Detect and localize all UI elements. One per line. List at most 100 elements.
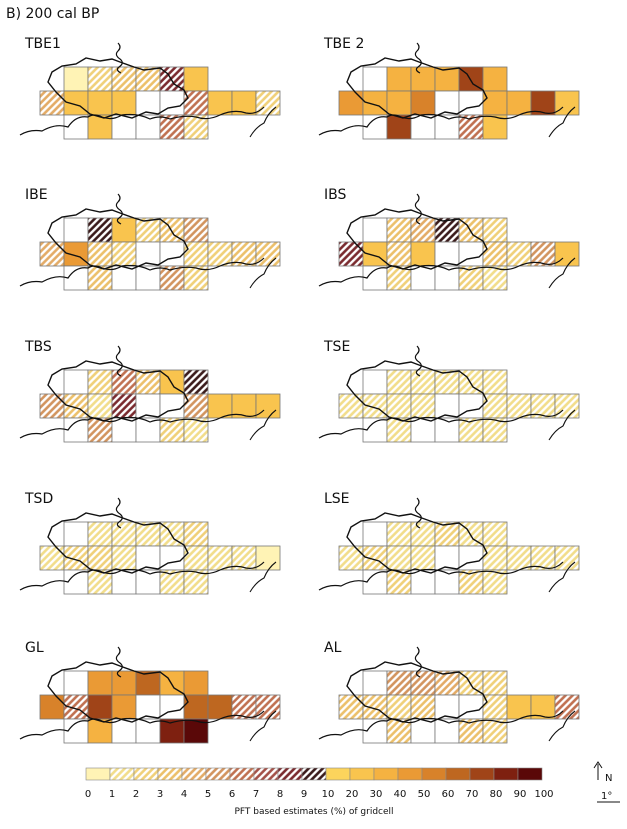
grid-cell — [135, 670, 161, 696]
grid-cell — [434, 694, 460, 720]
grid-cell — [506, 545, 532, 571]
grid-cell — [39, 393, 65, 419]
country-border — [346, 512, 488, 574]
river-north — [115, 646, 123, 678]
grid-cell — [362, 670, 388, 696]
grid-cell — [482, 670, 508, 696]
river-north — [414, 345, 422, 377]
grid-cell — [111, 265, 137, 291]
grid-cell — [135, 417, 161, 443]
grid-cell — [135, 114, 161, 140]
country-border — [346, 57, 488, 119]
grid-cell — [434, 90, 460, 116]
grid-cell — [434, 241, 460, 267]
legend-swatch — [205, 767, 231, 781]
legend-swatch — [301, 767, 327, 781]
grid-cell — [458, 545, 484, 571]
legend-tick-label: 2 — [133, 789, 139, 800]
country-border — [346, 360, 488, 422]
grid-cell — [410, 90, 436, 116]
legend-swatch — [325, 767, 351, 781]
river-south — [19, 409, 265, 439]
grid-cell — [135, 393, 161, 419]
legend-swatch — [397, 767, 423, 781]
legend-swatch — [181, 767, 207, 781]
grid-cell — [207, 241, 233, 267]
grid-cell — [39, 241, 65, 267]
grid-cell — [482, 369, 508, 395]
grid-cell — [183, 66, 209, 92]
map-tse — [318, 345, 580, 443]
grid-cell — [386, 393, 412, 419]
map-title-tbe1: TBE1 — [25, 36, 61, 52]
river-south — [318, 561, 564, 591]
legend-tick-label: 10 — [322, 789, 335, 800]
grid-cell — [410, 521, 436, 547]
grid-cell — [255, 393, 281, 419]
grid-cell — [506, 694, 532, 720]
grid-cell — [39, 90, 65, 116]
river-north — [414, 193, 422, 225]
grid-cell — [183, 114, 209, 140]
legend-tick-label: 1 — [109, 789, 115, 800]
grid-cell — [135, 66, 161, 92]
river-north — [414, 42, 422, 74]
grid-cell — [386, 545, 412, 571]
grid-cell — [434, 670, 460, 696]
river-east — [548, 257, 576, 289]
grid-cell — [87, 90, 113, 116]
grid-cell — [87, 670, 113, 696]
grid-cell — [255, 241, 281, 267]
grid-cell — [386, 241, 412, 267]
grid-cell — [410, 393, 436, 419]
grid-cell — [87, 521, 113, 547]
grid-cell — [338, 694, 364, 720]
river-south — [19, 257, 265, 287]
legend-tick-label: 40 — [394, 789, 407, 800]
grid-cell — [87, 393, 113, 419]
grid-cell — [63, 217, 89, 243]
map-tbs — [19, 345, 281, 443]
grid-cell — [135, 90, 161, 116]
grid-cell — [111, 241, 137, 267]
grid-cell — [135, 569, 161, 595]
grid-cell — [554, 241, 580, 267]
grid-cell — [410, 569, 436, 595]
river-north — [115, 345, 123, 377]
legend-swatch — [229, 767, 255, 781]
river-east — [548, 409, 576, 441]
grid-cell — [183, 545, 209, 571]
legend-tick-label: 0 — [85, 789, 91, 800]
grid-cell — [39, 694, 65, 720]
river-south — [19, 710, 265, 740]
grid-cell — [338, 393, 364, 419]
grid-cell — [111, 670, 137, 696]
grid-cell — [410, 417, 436, 443]
legend-swatch — [517, 767, 543, 781]
grid-cell — [207, 694, 233, 720]
grid-cell — [111, 521, 137, 547]
river-north — [115, 193, 123, 225]
grid-cell — [410, 66, 436, 92]
river-south — [318, 257, 564, 287]
grid-cell — [63, 670, 89, 696]
grid-cell — [434, 569, 460, 595]
map-ibe — [19, 193, 281, 291]
grid-cell — [386, 90, 412, 116]
legend-tick-label: 7 — [253, 789, 259, 800]
grid-cell — [434, 393, 460, 419]
grid-cell — [207, 393, 233, 419]
grid-cell — [183, 241, 209, 267]
map-title-gl: GL — [25, 640, 44, 656]
grid-cell — [482, 241, 508, 267]
country-border — [47, 512, 189, 574]
legend-swatch — [277, 767, 303, 781]
grid-cell — [410, 217, 436, 243]
grid-cell — [458, 569, 484, 595]
grid-cell — [111, 694, 137, 720]
map-tsd — [19, 497, 281, 595]
grid-cell — [410, 694, 436, 720]
grid-cell — [135, 217, 161, 243]
river-south — [318, 409, 564, 439]
